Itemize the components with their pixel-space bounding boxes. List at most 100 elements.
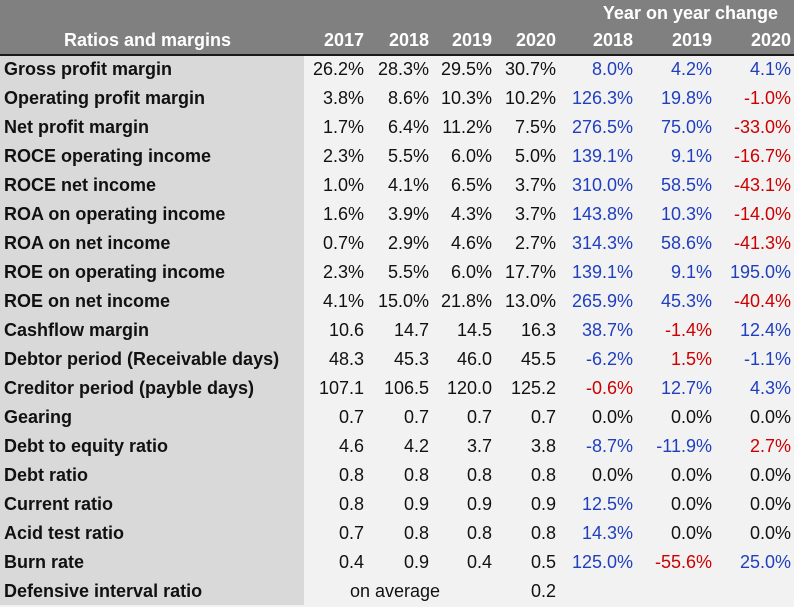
change-cell: -41.3% (733, 233, 791, 253)
table-row: Operating profit margin 3.8% 8.6% 10.3% 10.2… (0, 85, 794, 114)
value-cell: 0.7 (338, 523, 364, 543)
row-label: ROE on operating income (4, 262, 226, 282)
value-cell: 48.3 (328, 349, 364, 369)
row-label: Creditor period (payble days) (4, 378, 255, 398)
change-cell: 12.7% (660, 378, 712, 398)
change-cell: 0.0% (670, 494, 712, 514)
value-cell: 1.7% (322, 117, 364, 137)
value-cell: 5.0% (514, 146, 556, 166)
table-row: Gearing 0.7 0.7 0.7 0.7 0.0% 0.0% 0.0% (0, 404, 794, 433)
change-cell: 265.9% (571, 291, 633, 311)
value-cell: 120.0 (446, 378, 492, 398)
value-cell: 0.7 (338, 407, 364, 427)
change-cell: 0.0% (749, 465, 791, 485)
value-cell: 2.3% (322, 262, 364, 282)
value-cell: 4.6% (450, 233, 492, 253)
value-cell: 26.2% (312, 59, 364, 79)
change-cell: 14.3% (581, 523, 633, 543)
row-label: Burn rate (4, 552, 85, 572)
value-cell: 15.0% (377, 291, 429, 311)
table-row: Cashflow margin 10.6 14.7 14.5 16.3 38.7% -1.4… (0, 317, 794, 346)
value-cell: 0.8 (530, 523, 556, 543)
row-label: Operating profit margin (4, 88, 206, 108)
change-cell: 1.5% (670, 349, 712, 369)
value-cell: 14.7 (393, 320, 429, 340)
table-row: ROCE operating income 2.3% 5.5% 6.0% 5.0% 139… (0, 143, 794, 172)
value-cell: 0.9 (466, 494, 492, 514)
value-cell: 7.5% (514, 117, 556, 137)
value-cell: 13.0% (504, 291, 556, 311)
value-cell: 0.8 (338, 494, 364, 514)
table-row: Acid test ratio 0.7 0.8 0.8 0.8 14.3% 0.0% 0.0% (0, 520, 794, 549)
header-year-2017: 2017 (323, 30, 364, 50)
table-row: Creditor period (payble days) 107.1 106.5 1… (0, 375, 794, 404)
row-label: Gross profit margin (4, 59, 173, 79)
change-cell: -16.7% (733, 146, 791, 166)
header-year-2020: 2020 (515, 30, 556, 50)
change-cell: 58.6% (660, 233, 712, 253)
value-cell: 0.5 (530, 552, 556, 572)
value-cell: 10.2% (504, 88, 556, 108)
header-change-2019: 2019 (671, 30, 712, 50)
value-cell: 125.2 (510, 378, 556, 398)
value-cell: 28.3% (377, 59, 429, 79)
change-cell: 310.0% (571, 175, 633, 195)
value-cell: 0.8 (530, 465, 556, 485)
table-row: Debtor period (Receivable days) 48.3 45.3 4… (0, 346, 794, 375)
value-cell: 4.2 (403, 436, 429, 456)
table-row: ROA on operating income 1.6% 3.9% 4.3% 3.7% 1… (0, 201, 794, 230)
row-label: Debt to equity ratio (4, 436, 169, 456)
change-cell: -6.2% (585, 349, 633, 369)
value-cell: 29.5% (440, 59, 492, 79)
row-label: Debt ratio (4, 465, 89, 485)
value-cell: 11.2% (442, 117, 492, 137)
table-row: Net profit margin 1.7% 6.4% 11.2% 7.5% 276.5%… (0, 114, 794, 143)
table-row: Burn rate 0.4 0.9 0.4 0.5 125.0% -55.6% 25.0% (0, 549, 794, 578)
label-column (0, 56, 304, 605)
change-cell: 12.4% (739, 320, 791, 340)
table-row: ROA on net income 0.7% 2.9% 4.6% 2.7% 314.3% 5… (0, 230, 794, 259)
table-row: Gross profit margin 26.2% 28.3% 29.5% 30.7% 8… (0, 56, 794, 85)
change-cell: 2.7% (749, 436, 791, 456)
value-cell: 3.8 (530, 436, 556, 456)
value-cell: 3.8% (322, 88, 364, 108)
change-cell: 4.2% (670, 59, 712, 79)
value-cell: 0.2 (530, 581, 556, 601)
table-row: ROCE net income 1.0% 4.1% 6.5% 3.7% 310.0% 58.… (0, 172, 794, 201)
change-cell: 4.3% (749, 378, 791, 398)
value-cell: 8.6% (387, 88, 429, 108)
value-cell: 45.3 (393, 349, 429, 369)
value-cell: 0.4 (338, 552, 364, 572)
row-label: ROCE net income (4, 175, 157, 195)
change-cell: -0.6% (585, 378, 633, 398)
value-cell: 4.6 (338, 436, 364, 456)
value-cell: 10.6 (328, 320, 364, 340)
row-label: Gearing (4, 407, 73, 427)
value-cell: 5.5% (387, 146, 429, 166)
change-cell: 45.3% (660, 291, 712, 311)
value-cell: 3.9% (387, 204, 429, 224)
value-cell: 6.0% (450, 262, 492, 282)
table-row: ROE on net income 4.1% 15.0% 21.8% 13.0% 265.… (0, 288, 794, 317)
value-cell: 0.9 (530, 494, 556, 514)
value-cell: 21.8% (440, 291, 492, 311)
value-cell: 46.0 (456, 349, 492, 369)
value-cell: 3.7% (514, 175, 556, 195)
change-cell: 314.3% (571, 233, 633, 253)
value-cell: 1.6% (322, 204, 364, 224)
change-cell: 0.0% (749, 407, 791, 427)
change-cell: -1.1% (743, 349, 791, 369)
change-cell: -14.0% (733, 204, 791, 224)
table-row: Debt ratio 0.8 0.8 0.8 0.8 0.0% 0.0% 0.0% (0, 462, 794, 491)
value-cell: 2.3% (322, 146, 364, 166)
change-cell: -11.9% (656, 436, 712, 456)
value-cell: 0.8 (403, 465, 429, 485)
value-cell: 107.1 (318, 378, 364, 398)
row-label: ROE on net income (4, 291, 171, 311)
value-cell: 16.3 (520, 320, 556, 340)
value-cell: 4.1% (387, 175, 429, 195)
table-row: Current ratio 0.8 0.9 0.9 0.9 12.5% 0.0% 0.0% (0, 491, 794, 520)
change-cell: 0.0% (591, 465, 633, 485)
change-cell: -55.6% (654, 552, 712, 572)
